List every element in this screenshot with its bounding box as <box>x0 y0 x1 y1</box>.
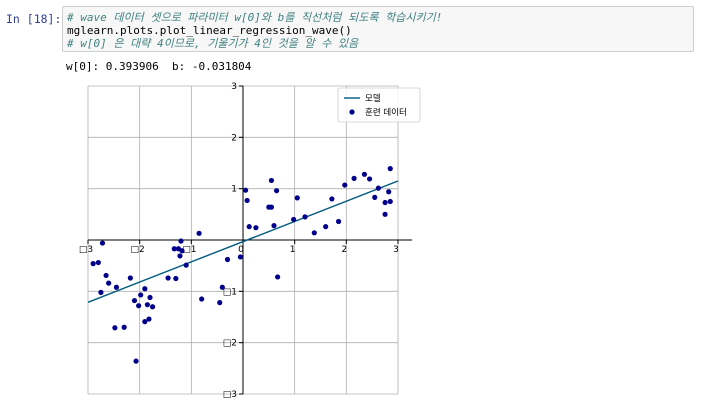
training-point <box>382 199 388 206</box>
training-point <box>246 224 252 230</box>
training-point <box>375 185 381 191</box>
training-point <box>183 262 189 268</box>
training-point <box>387 198 393 205</box>
training-point <box>138 292 144 298</box>
training-point <box>224 256 231 263</box>
training-point <box>177 253 183 259</box>
training-point <box>372 194 378 200</box>
training-point <box>268 204 275 210</box>
training-point <box>165 275 171 281</box>
x-tick-label: 2 <box>341 245 347 255</box>
training-point <box>121 324 127 330</box>
training-point <box>329 196 335 202</box>
training-point <box>387 166 393 172</box>
cell-output-text: w[0]: 0.393906 b: -0.031804 <box>66 60 252 73</box>
y-tick-label: 1 <box>231 185 237 195</box>
training-point <box>268 177 275 184</box>
training-point <box>98 289 104 295</box>
y-tick-label: □2 <box>223 339 237 349</box>
y-tick-label: □1 <box>223 287 237 297</box>
training-point <box>142 319 148 325</box>
x-tick-label: 3 <box>393 245 399 255</box>
training-point <box>95 259 101 266</box>
training-point <box>127 275 133 281</box>
training-point <box>302 214 308 220</box>
code-cell-input[interactable]: # wave 데이터 셋으로 파라미터 w[0]와 b를 직선처럼 되도록 학습… <box>62 6 694 52</box>
model-line <box>87 180 399 303</box>
training-point <box>253 225 259 231</box>
training-point <box>361 171 368 177</box>
x-tick-label: 1 <box>290 245 296 255</box>
y-tick-label: 3 <box>231 82 237 92</box>
model-line-layer <box>87 180 399 303</box>
x-tick-label: □2 <box>131 245 145 255</box>
training-point <box>323 224 329 230</box>
training-point <box>147 294 153 301</box>
training-point <box>386 189 392 195</box>
training-point <box>149 304 156 310</box>
training-point <box>142 286 148 292</box>
legend-label-training: 훈련 데이터 <box>365 107 407 118</box>
training-point <box>113 284 120 290</box>
training-point <box>131 297 138 304</box>
training-point <box>219 284 225 290</box>
training-point <box>179 248 185 254</box>
cell-prompt: In [18]: <box>6 12 62 26</box>
code-comment-line: # wave 데이터 셋으로 파라미터 w[0]와 b를 직선처럼 되도록 학습… <box>67 11 443 24</box>
training-point <box>291 216 297 223</box>
training-point <box>136 303 142 309</box>
x-tick-label: 0 <box>238 245 244 255</box>
training-point <box>90 261 96 267</box>
training-point <box>196 230 202 236</box>
code-comment-line: # w[0] 은 대략 4이므로, 기울기가 4인 것을 알 수 있음 <box>67 37 359 50</box>
training-point <box>275 274 281 280</box>
training-points-layer <box>90 166 393 364</box>
training-point <box>178 238 184 244</box>
legend-label-model: 모델 <box>365 93 381 104</box>
training-point <box>99 240 106 246</box>
training-point <box>171 246 177 252</box>
code-call-line: mglearn.plots.plot_linear_regression_wav… <box>67 24 352 37</box>
y-tick-label: 2 <box>231 133 237 143</box>
training-point <box>146 316 152 322</box>
training-point <box>342 182 348 188</box>
training-point <box>237 254 244 260</box>
tick-labels: □3 □2 □1 0 1 2 3 3 2 1 □1 □2 □3 <box>79 82 399 400</box>
training-point <box>351 175 357 181</box>
y-tick-label: □3 <box>223 390 237 400</box>
training-point <box>242 187 249 193</box>
training-point <box>103 272 109 279</box>
training-point <box>199 296 205 302</box>
training-point <box>144 302 151 308</box>
legend-box <box>337 87 421 123</box>
legend-point-swatch <box>349 109 355 115</box>
x-tick-label: □3 <box>79 245 93 255</box>
training-point <box>244 197 250 204</box>
training-point <box>133 358 139 364</box>
x-tick-label: □1 <box>182 245 196 255</box>
training-point <box>366 176 373 182</box>
training-point <box>311 230 317 236</box>
axes <box>87 85 412 395</box>
training-point <box>217 300 223 306</box>
training-point <box>294 195 300 201</box>
training-point <box>335 218 342 225</box>
training-point <box>112 325 118 331</box>
training-point <box>173 275 179 282</box>
training-point <box>106 280 112 286</box>
training-point <box>273 188 280 194</box>
training-point <box>382 211 388 217</box>
training-point <box>271 223 277 229</box>
